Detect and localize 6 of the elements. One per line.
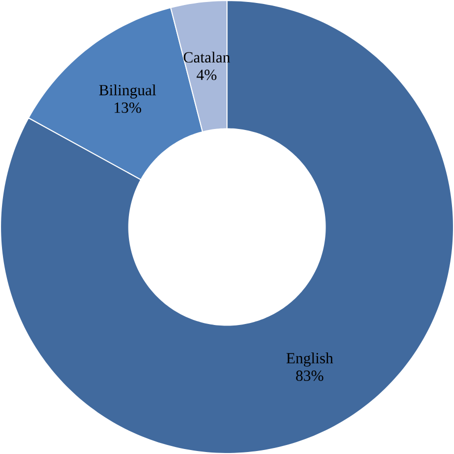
slice-label: Bilingual [99,84,156,99]
data-label: 13% [114,102,142,113]
data-label: 83% [296,370,324,381]
slice-label: English [286,352,334,367]
slice-label: Catalan [184,52,230,63]
data-label: 4% [196,70,216,80]
